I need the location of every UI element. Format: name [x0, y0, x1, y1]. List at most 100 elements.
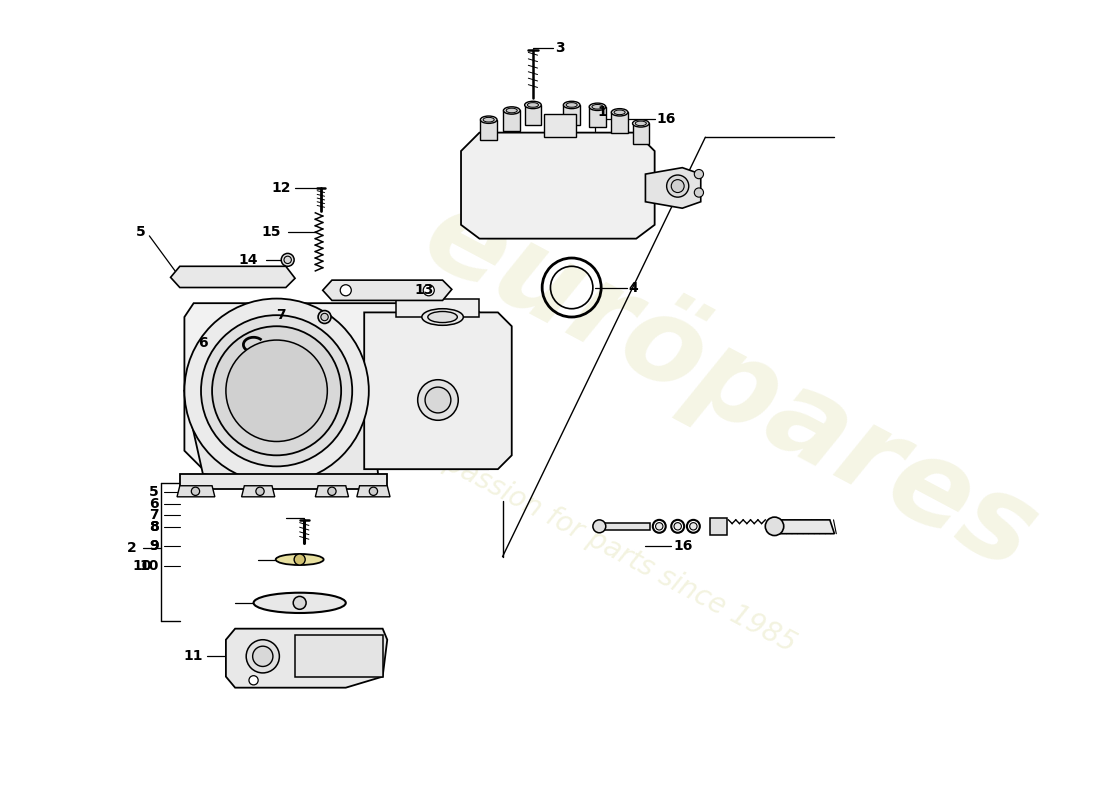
Polygon shape — [646, 168, 701, 208]
Ellipse shape — [276, 554, 323, 565]
Text: 8: 8 — [148, 520, 158, 534]
Polygon shape — [170, 266, 295, 287]
Text: 7: 7 — [276, 308, 286, 322]
Circle shape — [328, 487, 337, 495]
Text: 11: 11 — [184, 650, 202, 663]
Ellipse shape — [254, 593, 345, 613]
Circle shape — [370, 487, 377, 495]
Circle shape — [282, 254, 294, 266]
Ellipse shape — [690, 522, 697, 530]
Polygon shape — [481, 120, 497, 140]
Ellipse shape — [527, 102, 539, 107]
Ellipse shape — [612, 109, 628, 116]
Text: 16: 16 — [673, 538, 693, 553]
Text: 1: 1 — [597, 106, 607, 119]
Text: euröpares: euröpares — [405, 175, 1056, 595]
Text: 3: 3 — [556, 41, 564, 54]
Polygon shape — [544, 114, 576, 138]
Ellipse shape — [504, 106, 520, 114]
Text: 12: 12 — [271, 181, 290, 195]
Circle shape — [694, 188, 704, 197]
Ellipse shape — [506, 108, 517, 113]
Polygon shape — [612, 112, 628, 133]
Polygon shape — [600, 522, 650, 530]
Circle shape — [185, 298, 368, 483]
Polygon shape — [364, 313, 512, 469]
Polygon shape — [563, 105, 580, 126]
Polygon shape — [322, 280, 452, 301]
Ellipse shape — [421, 309, 463, 326]
Circle shape — [593, 520, 606, 533]
Circle shape — [340, 285, 351, 296]
Text: 8: 8 — [148, 520, 158, 534]
Bar — [710, 518, 727, 534]
Polygon shape — [185, 303, 507, 469]
Ellipse shape — [483, 118, 494, 122]
Polygon shape — [316, 486, 349, 497]
Text: 2: 2 — [126, 541, 136, 554]
Polygon shape — [632, 123, 649, 144]
Text: 7: 7 — [148, 508, 158, 522]
Polygon shape — [504, 110, 520, 130]
Text: 9: 9 — [148, 538, 158, 553]
Polygon shape — [179, 474, 387, 490]
Ellipse shape — [652, 520, 666, 533]
Polygon shape — [461, 133, 654, 238]
Ellipse shape — [481, 116, 497, 123]
Circle shape — [294, 596, 306, 610]
Polygon shape — [242, 486, 275, 497]
Polygon shape — [356, 486, 390, 497]
Polygon shape — [590, 106, 606, 127]
Circle shape — [284, 256, 292, 263]
Ellipse shape — [428, 311, 458, 322]
Text: 14: 14 — [239, 253, 258, 267]
Text: 5: 5 — [148, 486, 158, 499]
Polygon shape — [396, 298, 480, 317]
Circle shape — [246, 640, 279, 673]
Circle shape — [418, 380, 459, 420]
Ellipse shape — [566, 102, 578, 107]
Ellipse shape — [674, 522, 681, 530]
Circle shape — [318, 310, 331, 323]
Circle shape — [425, 387, 451, 413]
Text: a passion for parts since 1985: a passion for parts since 1985 — [417, 437, 801, 658]
Ellipse shape — [656, 522, 663, 530]
Text: 6: 6 — [148, 497, 158, 511]
Circle shape — [256, 487, 264, 495]
Ellipse shape — [590, 103, 606, 110]
Ellipse shape — [592, 105, 603, 109]
Polygon shape — [295, 635, 383, 677]
Ellipse shape — [671, 520, 684, 533]
Ellipse shape — [525, 102, 541, 109]
Text: 10: 10 — [140, 559, 158, 573]
Text: 13: 13 — [415, 283, 434, 298]
Polygon shape — [774, 520, 835, 534]
Circle shape — [191, 487, 199, 495]
Circle shape — [667, 175, 689, 197]
Ellipse shape — [636, 121, 647, 126]
Polygon shape — [525, 105, 541, 126]
Text: 15: 15 — [262, 225, 282, 239]
Circle shape — [226, 340, 328, 442]
Text: 5: 5 — [136, 225, 145, 239]
Ellipse shape — [632, 120, 649, 127]
Circle shape — [671, 180, 684, 193]
Circle shape — [249, 676, 258, 685]
Circle shape — [253, 646, 273, 666]
Ellipse shape — [686, 520, 700, 533]
Text: 4: 4 — [629, 281, 639, 294]
Text: 10: 10 — [133, 559, 152, 573]
Text: 16: 16 — [657, 112, 675, 126]
Text: 6: 6 — [198, 336, 208, 350]
Polygon shape — [226, 629, 387, 688]
Ellipse shape — [563, 102, 580, 109]
Circle shape — [321, 314, 328, 321]
Ellipse shape — [614, 110, 625, 114]
Circle shape — [212, 326, 341, 455]
Text: 9: 9 — [148, 538, 158, 553]
Circle shape — [201, 315, 352, 466]
Circle shape — [694, 170, 704, 178]
Circle shape — [424, 285, 434, 296]
Circle shape — [766, 517, 783, 535]
Circle shape — [294, 554, 305, 565]
